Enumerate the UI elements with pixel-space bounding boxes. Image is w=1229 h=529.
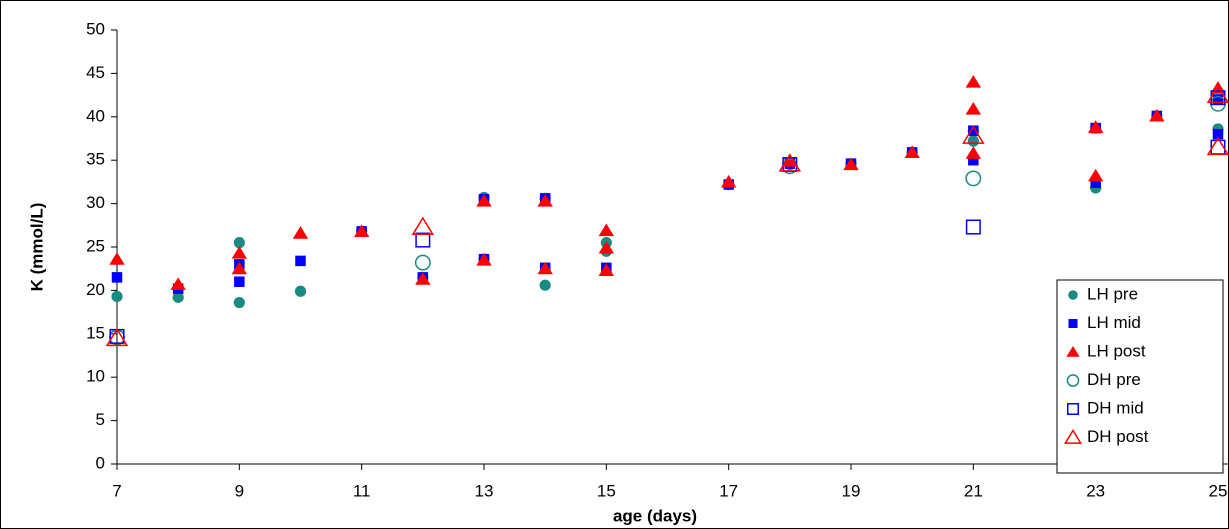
- point: [968, 154, 979, 166]
- point: [843, 157, 859, 171]
- y-tick-label: 0: [96, 453, 105, 472]
- point: [353, 224, 370, 237]
- point: [231, 246, 248, 259]
- y-tick-label: 40: [86, 106, 105, 125]
- legend-marker: [1063, 429, 1083, 444]
- point: [1087, 168, 1104, 182]
- point: [231, 261, 248, 275]
- point: [778, 153, 802, 172]
- y-tick-label: 50: [86, 19, 105, 38]
- point: [537, 193, 553, 207]
- point: [965, 146, 982, 159]
- x-tick-label: 7: [112, 481, 121, 500]
- point: [295, 255, 306, 267]
- x-tick-label: 17: [719, 481, 738, 500]
- point: [1087, 120, 1104, 133]
- point: [967, 135, 979, 147]
- point: [292, 226, 309, 239]
- legend-label: DH mid: [1087, 398, 1144, 417]
- x-tick-label: 21: [964, 481, 983, 500]
- point: [965, 219, 981, 235]
- legend-label: LH post: [1087, 341, 1146, 360]
- legend-marker: [1068, 290, 1078, 300]
- point: [598, 240, 615, 254]
- point: [1090, 177, 1101, 189]
- point: [105, 327, 129, 347]
- point: [234, 276, 245, 287]
- legend-marker: [1066, 346, 1080, 357]
- point: [962, 125, 985, 144]
- point: [782, 154, 798, 167]
- y-tick-label: 25: [86, 236, 105, 255]
- legend-label: LH pre: [1087, 284, 1138, 303]
- y-tick-label: 45: [86, 63, 105, 82]
- x-axis-title: age (days): [613, 506, 697, 525]
- point: [294, 285, 307, 297]
- point: [539, 279, 551, 291]
- point: [111, 272, 123, 283]
- y-tick-label: 15: [86, 323, 105, 342]
- legend-label: DH pre: [1087, 370, 1141, 389]
- point: [233, 296, 245, 309]
- point: [965, 75, 982, 88]
- legend-label: DH post: [1087, 427, 1149, 446]
- point: [415, 272, 431, 285]
- point: [537, 261, 553, 275]
- y-tick-label: 20: [86, 280, 105, 299]
- x-tick-label: 11: [353, 481, 371, 500]
- y-axis-title: K (mmol/L): [27, 203, 46, 292]
- point: [598, 263, 615, 277]
- y-tick-label: 10: [86, 367, 105, 386]
- x-tick-label: 9: [235, 481, 244, 500]
- y-tick-label: 30: [86, 193, 105, 212]
- point: [1212, 128, 1224, 140]
- x-tick-label: 25: [1209, 481, 1228, 500]
- point: [598, 223, 615, 237]
- point: [415, 232, 431, 248]
- point: [476, 253, 492, 266]
- legend-marker: [1067, 403, 1079, 415]
- point: [233, 237, 245, 249]
- legend-label: LH mid: [1087, 313, 1141, 332]
- point: [111, 290, 123, 303]
- legend-marker: [1066, 374, 1080, 387]
- point: [109, 252, 125, 265]
- point: [1206, 136, 1229, 156]
- point: [904, 145, 920, 158]
- point: [965, 170, 982, 187]
- point: [1206, 84, 1229, 104]
- point: [968, 125, 979, 136]
- x-tick-label: 13: [475, 481, 494, 500]
- point: [1149, 108, 1165, 122]
- x-tick-label: 23: [1086, 481, 1105, 500]
- legend-marker: [1068, 319, 1078, 328]
- point: [476, 193, 492, 207]
- x-tick-label: 15: [597, 481, 616, 500]
- y-tick-label: 35: [86, 150, 105, 169]
- legend-box: [1056, 279, 1224, 474]
- y-tick-label: 5: [96, 410, 105, 429]
- point: [1212, 94, 1224, 105]
- point: [414, 254, 431, 271]
- point: [170, 277, 186, 290]
- x-tick-label: 19: [842, 481, 861, 500]
- point: [411, 216, 435, 235]
- point: [172, 291, 184, 303]
- point: [965, 101, 982, 115]
- point: [720, 174, 737, 188]
